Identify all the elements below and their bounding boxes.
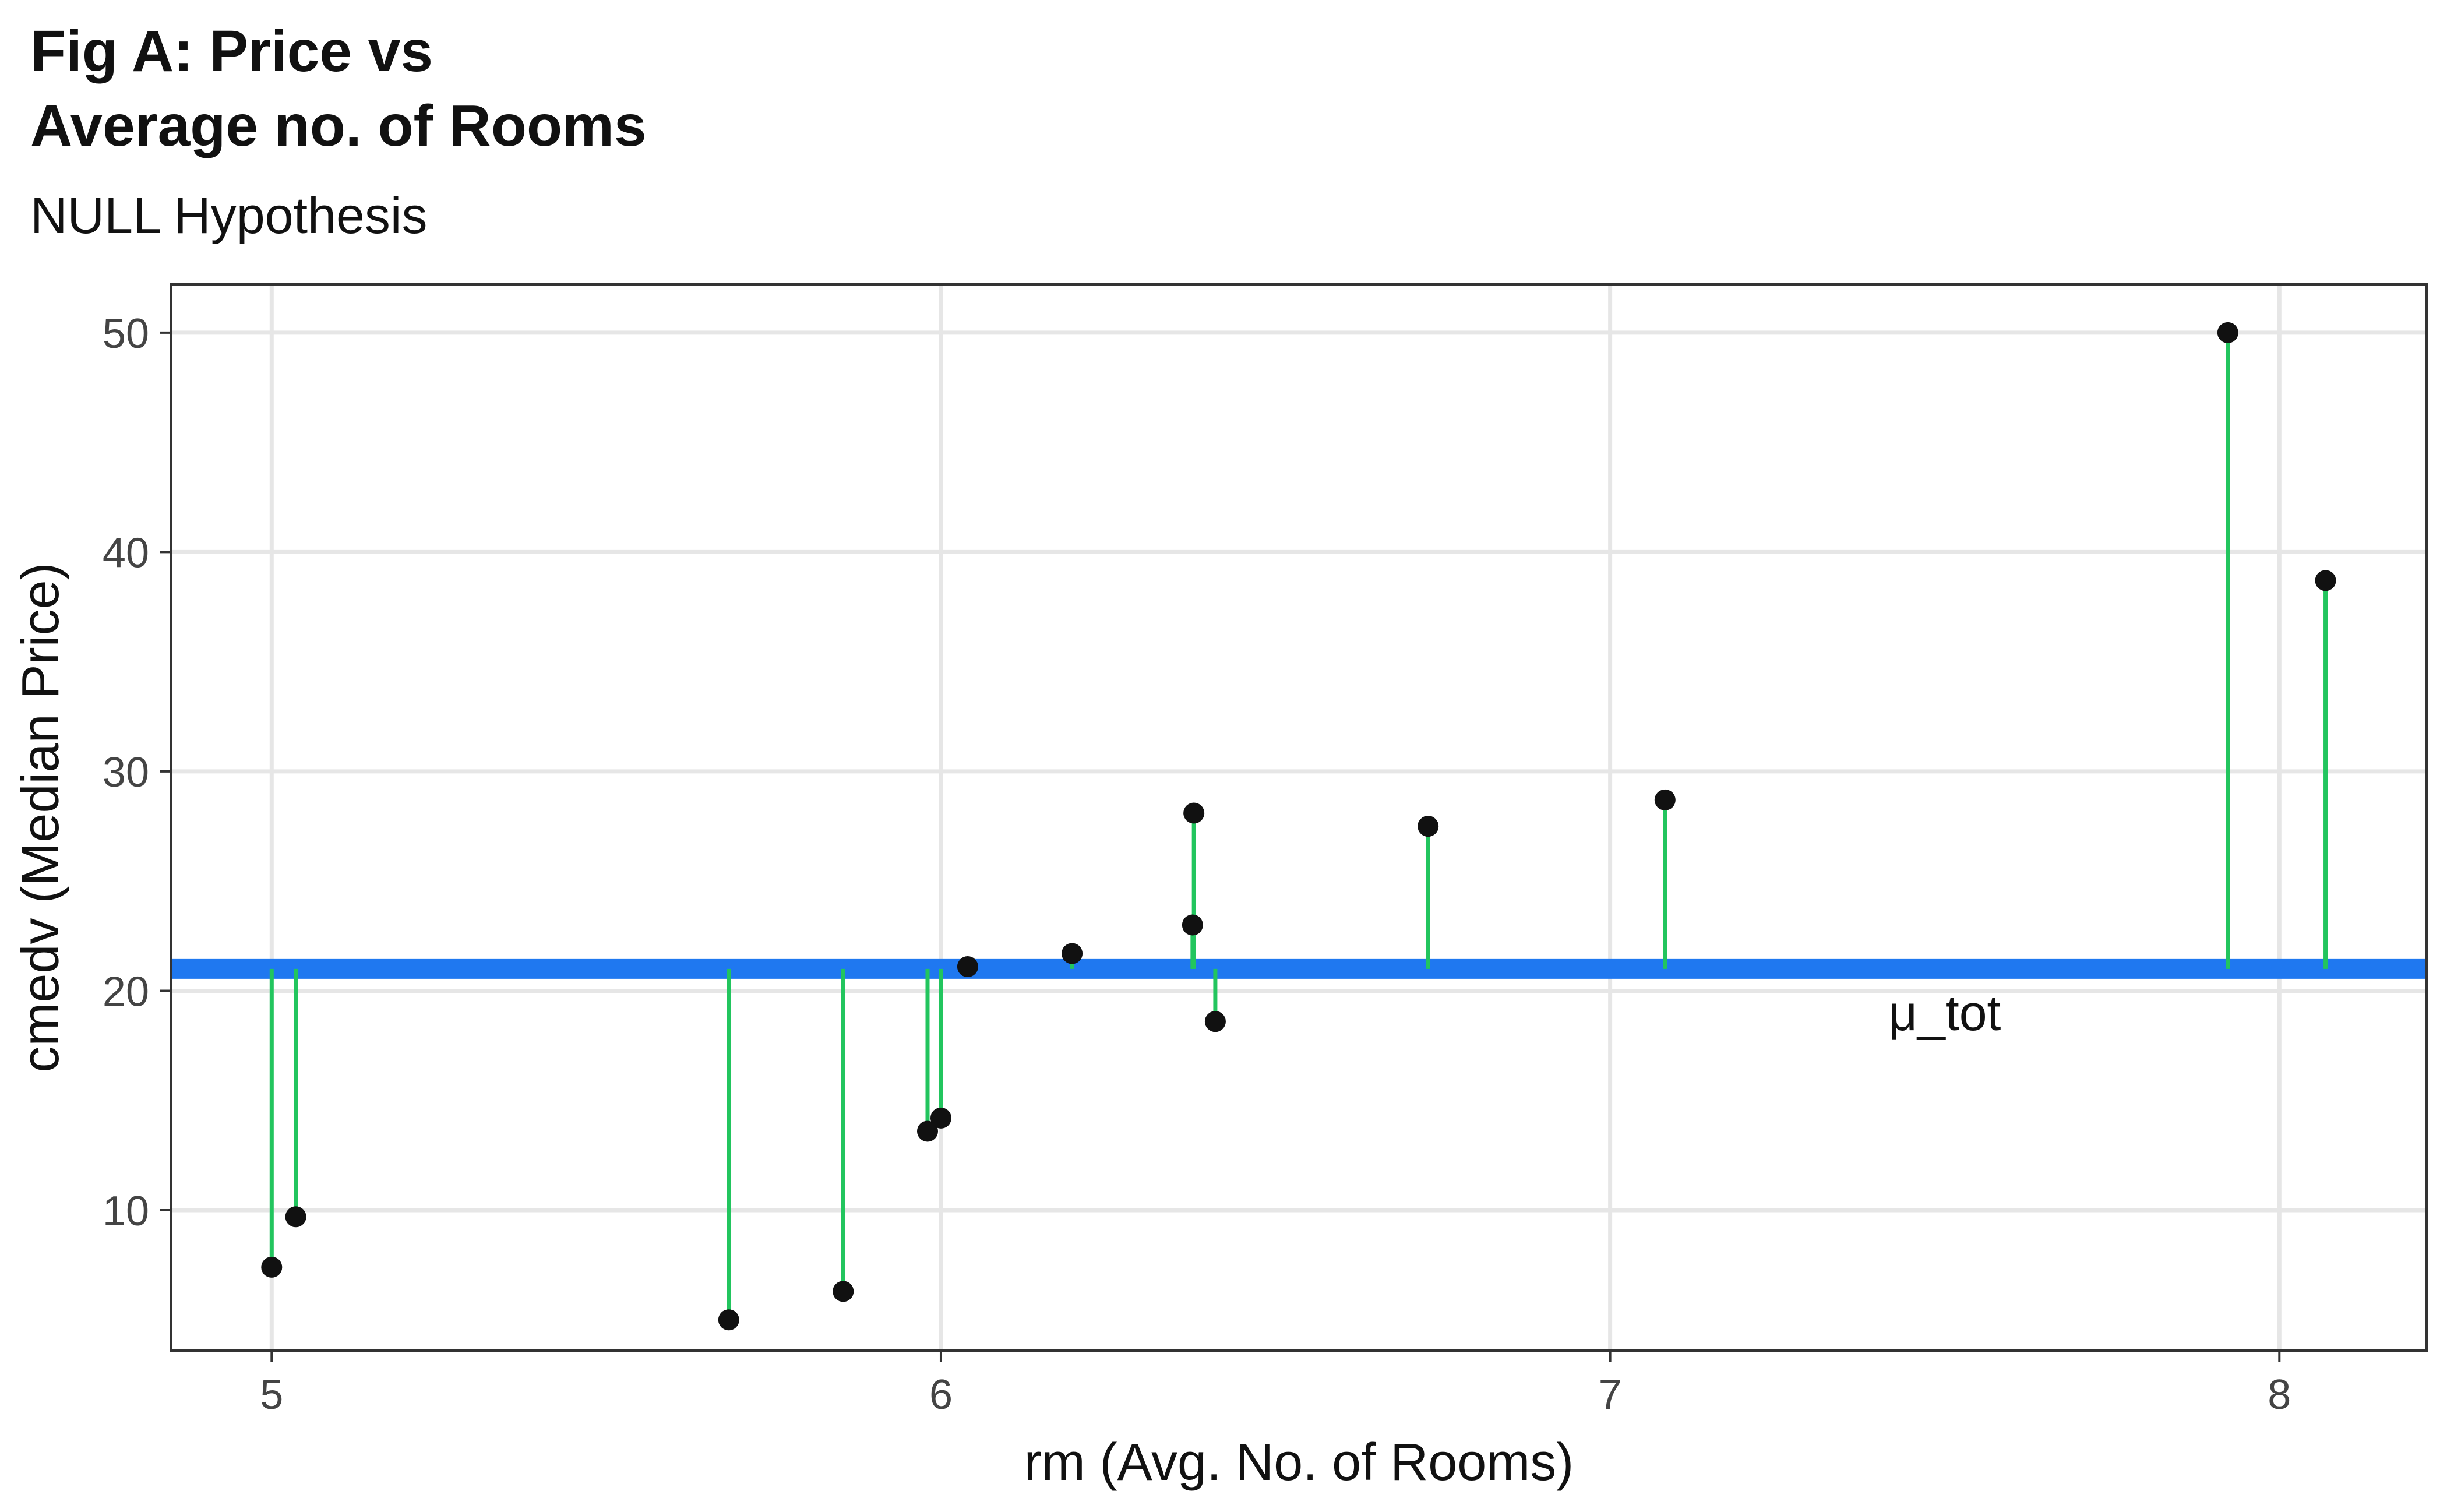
data-point-5	[930, 1107, 951, 1129]
data-point-2	[718, 1309, 739, 1331]
chart-title-line2: Average no. of Rooms	[30, 93, 647, 158]
data-point-14	[2315, 570, 2336, 591]
data-point-4	[916, 1120, 938, 1142]
data-point-11	[1418, 816, 1439, 837]
data-point-1	[285, 1206, 306, 1228]
y-tick-label-3: 40	[103, 530, 149, 576]
data-point-8	[1182, 914, 1203, 936]
data-point-0	[261, 1256, 283, 1278]
grid	[171, 284, 2427, 1351]
residuals	[269, 332, 2328, 1320]
x-tick-label-0: 5	[260, 1372, 283, 1418]
x-tick-label-1: 6	[929, 1372, 953, 1418]
data-point-12	[1654, 789, 1676, 810]
y-axis: 10 20 30 40 50	[103, 311, 171, 1235]
x-tick-label-2: 7	[1599, 1372, 1622, 1418]
mean-label: μ_tot	[1888, 985, 2001, 1041]
data-point-10	[1204, 1011, 1226, 1032]
panel-border	[170, 283, 2428, 1352]
y-tick-label-4: 50	[103, 311, 149, 357]
y-tick-label-1: 20	[103, 968, 149, 1015]
chart-subtitle: NULL Hypothesis	[30, 186, 427, 244]
data-point-7	[1062, 943, 1083, 964]
x-axis: 5 6 7 8	[260, 1351, 2291, 1418]
data-point-9	[1183, 802, 1205, 824]
data-point-3	[833, 1281, 854, 1302]
data-point-6	[957, 956, 978, 978]
y-tick-label-0: 10	[103, 1188, 149, 1235]
y-axis-title: cmedv (Median Price)	[12, 562, 70, 1072]
x-axis-title: rm (Avg. No. of Rooms)	[1024, 1433, 1574, 1492]
chart-title-line1: Fig A: Price vs	[30, 19, 433, 84]
data-points	[261, 322, 2336, 1331]
y-tick-label-2: 30	[103, 749, 149, 796]
x-tick-label-3: 8	[2268, 1372, 2291, 1418]
data-point-13	[2217, 322, 2238, 343]
